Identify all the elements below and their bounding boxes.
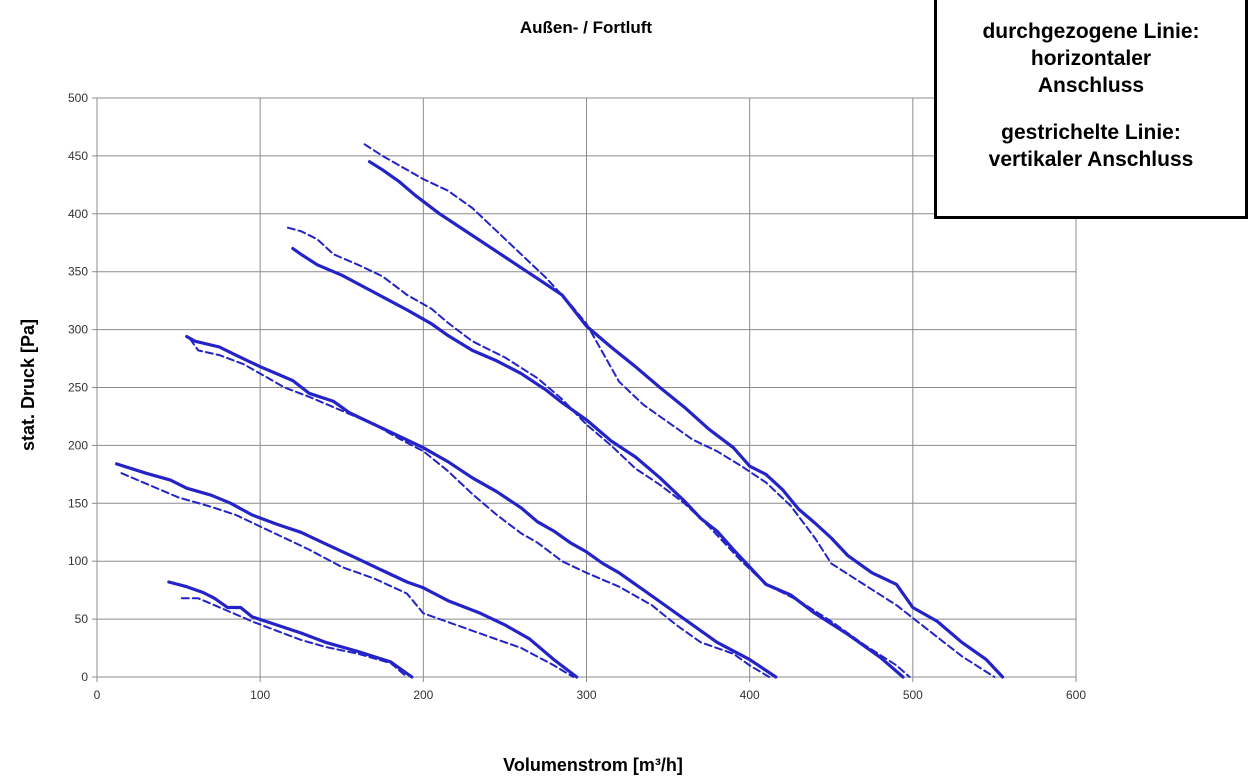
legend-box: durchgezogene Linie: horizontaler Anschl… <box>934 0 1248 219</box>
x-axis-ticks: 0 100 200 300 400 500 600 <box>94 677 1086 702</box>
y-tick-label-8: 400 <box>68 207 88 221</box>
x-tick-label-0: 0 <box>94 688 101 702</box>
legend-solid-text-1: durchgezogene Linie: <box>982 20 1200 43</box>
series-line-10-dashed <box>363 143 996 678</box>
legend-dashed-text-1: gestrichelte Linie: <box>1001 121 1181 144</box>
y-tick-label-6: 300 <box>68 323 88 337</box>
y-axis-label: stat. Druck [Pa] <box>18 319 38 451</box>
chart-grid <box>96 97 1077 678</box>
chart-title: Außen- / Fortluft <box>520 18 653 37</box>
legend-solid-text-2: horizontaler <box>1030 47 1152 70</box>
y-tick-label-4: 200 <box>68 438 88 452</box>
series-line-2-dashed <box>180 597 408 678</box>
y-tick-label-7: 350 <box>68 265 88 279</box>
y-tick-label-3: 150 <box>68 496 88 510</box>
x-tick-label-3: 300 <box>576 688 596 702</box>
series-line-1-solid <box>167 580 414 679</box>
y-tick-label-9: 450 <box>68 149 88 163</box>
y-tick-label-10: 500 <box>68 91 88 105</box>
y-tick-label-1: 50 <box>75 612 89 626</box>
x-axis-label: Volumenstrom [m³/h] <box>503 755 683 775</box>
series-line-9-solid <box>367 160 1005 679</box>
x-tick-label-4: 400 <box>740 688 760 702</box>
series-line-8-dashed <box>286 226 911 678</box>
y-tick-label-2: 100 <box>68 554 88 568</box>
legend-solid-text-3: Anschluss <box>1037 74 1145 97</box>
legend-dashed-line: gestrichelte Linie: vertikaler Anschluss <box>937 119 1245 173</box>
x-tick-label-2: 200 <box>413 688 433 702</box>
series-line-7-solid <box>291 246 905 679</box>
series-line-4-dashed <box>120 472 575 678</box>
x-tick-label-5: 500 <box>903 688 923 702</box>
series-line-3-solid <box>114 462 579 679</box>
series-line-5-solid <box>185 334 778 679</box>
x-tick-label-1: 100 <box>250 688 270 702</box>
y-tick-label-0: 0 <box>81 670 88 684</box>
y-tick-label-5: 250 <box>68 381 88 395</box>
legend-solid-line: durchgezogene Linie: horizontaler Anschl… <box>937 18 1245 99</box>
chart-series <box>114 143 1005 679</box>
legend-dashed-text-2: vertikaler Anschluss <box>988 148 1194 171</box>
y-axis-ticks: 0 50 100 150 200 250 300 350 400 450 500 <box>68 91 97 684</box>
x-tick-label-6: 600 <box>1066 688 1086 702</box>
series-line-6-dashed <box>189 337 771 678</box>
